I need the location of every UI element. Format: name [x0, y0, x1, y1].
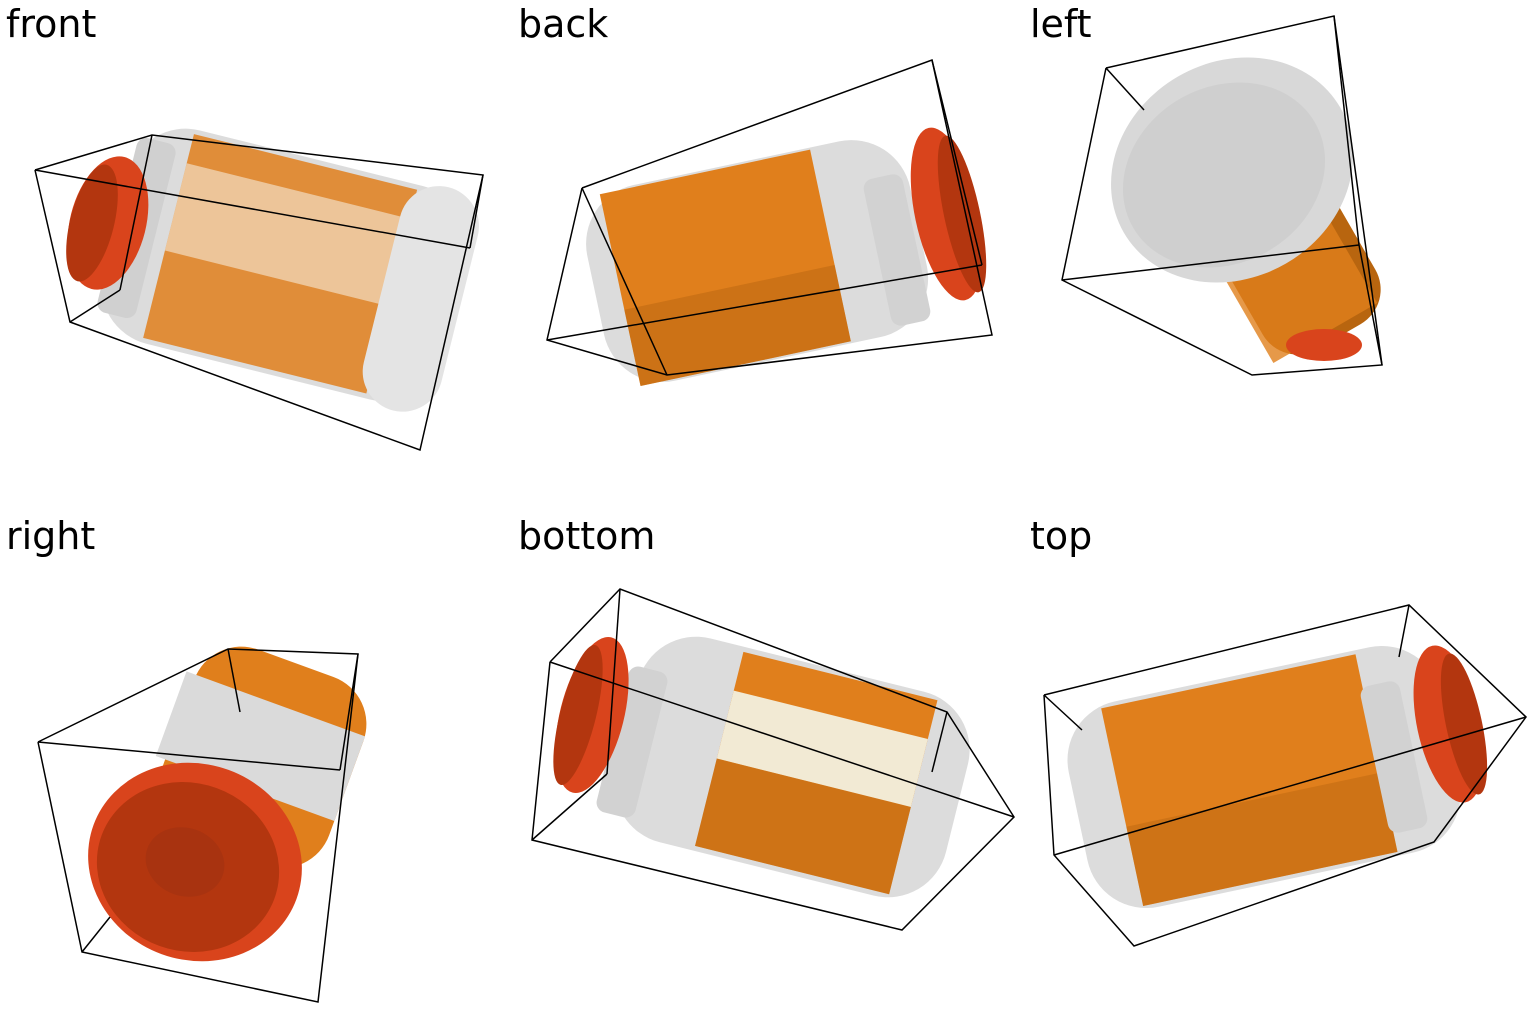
bottle-top [1067, 645, 1488, 909]
bottle-left [1111, 57, 1381, 363]
view-label-bottom: bottom [518, 514, 656, 558]
bottle-render-back [546, 59, 993, 387]
view-label-front: front [6, 2, 97, 46]
bottle-back [586, 127, 987, 387]
bottle-right [88, 646, 367, 962]
bottle-front [66, 128, 479, 412]
bottle-render-bottom [531, 588, 1015, 931]
bottle-render-left [1061, 15, 1383, 376]
bounding-box-top [1043, 604, 1527, 947]
bottle-render-top [1043, 604, 1527, 947]
view-label-back: back [518, 2, 609, 46]
bounding-box-left [1061, 15, 1383, 376]
bounding-box-right [37, 648, 359, 1003]
view-label-right: right [6, 514, 96, 558]
bottle-bottom [553, 636, 970, 898]
view-bottom: bottom [512, 512, 1024, 1024]
view-left: left [1024, 0, 1536, 512]
bounding-box-bottom [531, 588, 1015, 931]
bounding-box-front [34, 134, 484, 451]
view-label-left: left [1030, 2, 1092, 46]
bottle-render-front [34, 128, 484, 451]
view-right: right [0, 512, 512, 1024]
view-front: front [0, 0, 512, 512]
bottle-render-right [37, 646, 367, 1003]
view-top: top [1024, 512, 1536, 1024]
view-label-top: top [1030, 514, 1093, 558]
view-back: back [512, 0, 1024, 512]
bounding-box-back [546, 59, 993, 376]
